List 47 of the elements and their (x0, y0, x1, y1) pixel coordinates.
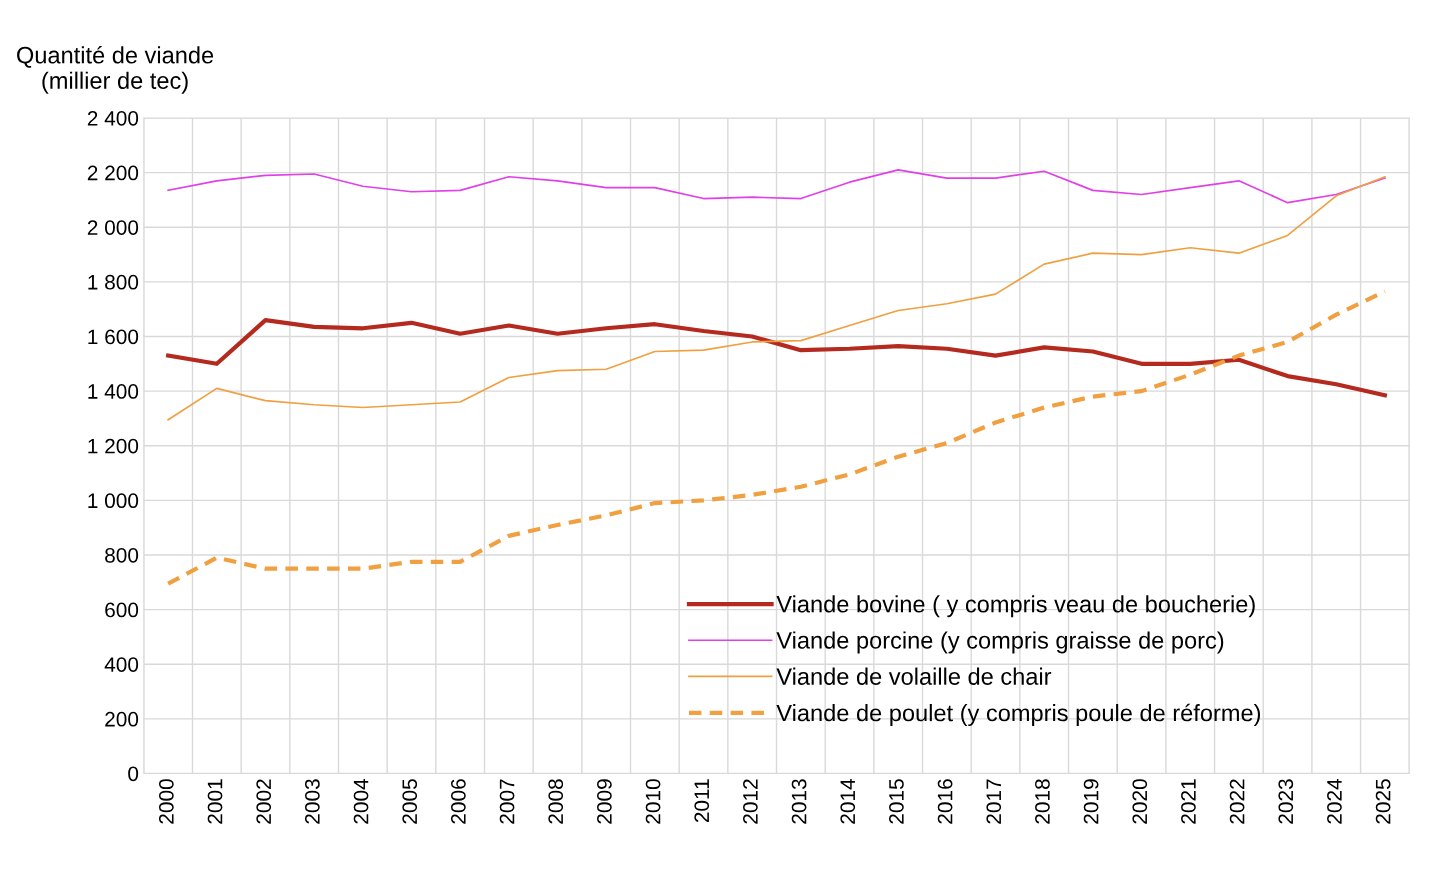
x-tick-label: 2018 (1035, 779, 1050, 824)
x-tick-label: 2007 (499, 779, 515, 824)
x-tick-label: 2023 (1278, 779, 1294, 824)
x-tick-label: 2016 (937, 779, 953, 824)
x-tick-label: 2002 (256, 779, 272, 824)
y-tick-label: 200 (105, 711, 139, 727)
line-series (166, 318, 1387, 398)
y-tick-label: 400 (104, 657, 139, 672)
y-tick-label: 800 (105, 547, 139, 563)
line-series (167, 175, 1386, 421)
x-tick-label: 2006 (451, 779, 466, 824)
x-tick-label: 2013 (791, 779, 807, 824)
x-tick-label: 2011 (694, 779, 710, 823)
line-series (167, 169, 1386, 204)
x-tick-label: 2005 (402, 779, 418, 824)
x-tick-label: 2017 (986, 779, 1002, 824)
x-tick-label: 2010 (645, 779, 661, 824)
legend-label: Viande de volaille de chair (776, 667, 1052, 685)
x-tick-label: 2020 (1132, 779, 1148, 824)
y-tick-label: 2 400 (87, 110, 139, 126)
y-tick-label: 1 600 (88, 329, 139, 345)
x-tick-label: 2001 (207, 779, 223, 824)
x-tick-label: 2025 (1375, 779, 1391, 824)
x-tick-label: 2022 (1229, 779, 1245, 824)
x-tick-label: 2024 (1327, 778, 1342, 824)
x-tick-label: 2014 (840, 778, 856, 824)
y-tick-label: 0 (128, 766, 139, 782)
x-tick-label: 2015 (889, 779, 904, 824)
y-tick-label: 1 000 (88, 493, 139, 509)
x-tick-label: 2019 (1083, 779, 1099, 824)
x-tick-label: 2003 (304, 779, 320, 824)
y-tick-label: 1 200 (88, 438, 139, 454)
legend-label: Viande de poulet (y compris poule de réforme) (776, 703, 1261, 727)
x-tick-label: 2021 (1181, 779, 1196, 824)
x-tick-label: 2012 (743, 779, 758, 824)
x-tick-label: 2008 (548, 779, 564, 824)
y-tick-label: 1 800 (88, 274, 139, 290)
y-tick-label: 1 400 (88, 384, 139, 399)
y-tick-label: 600 (105, 602, 139, 618)
legend-label: Viande bovine ( y compris veau de boucherie) (776, 595, 1255, 618)
legend-label: Viande porcine (y compris graisse de porc) (776, 631, 1224, 654)
x-tick-label: 2004 (353, 778, 369, 824)
y-tick-label: 2 200 (87, 165, 139, 181)
y-axis-title: Quantité de viande (millier de tec) (17, 45, 214, 94)
y-tick-label: 2 000 (87, 220, 139, 235)
x-tick-label: 2009 (597, 779, 612, 824)
x-tick-label: 2000 (158, 779, 174, 824)
